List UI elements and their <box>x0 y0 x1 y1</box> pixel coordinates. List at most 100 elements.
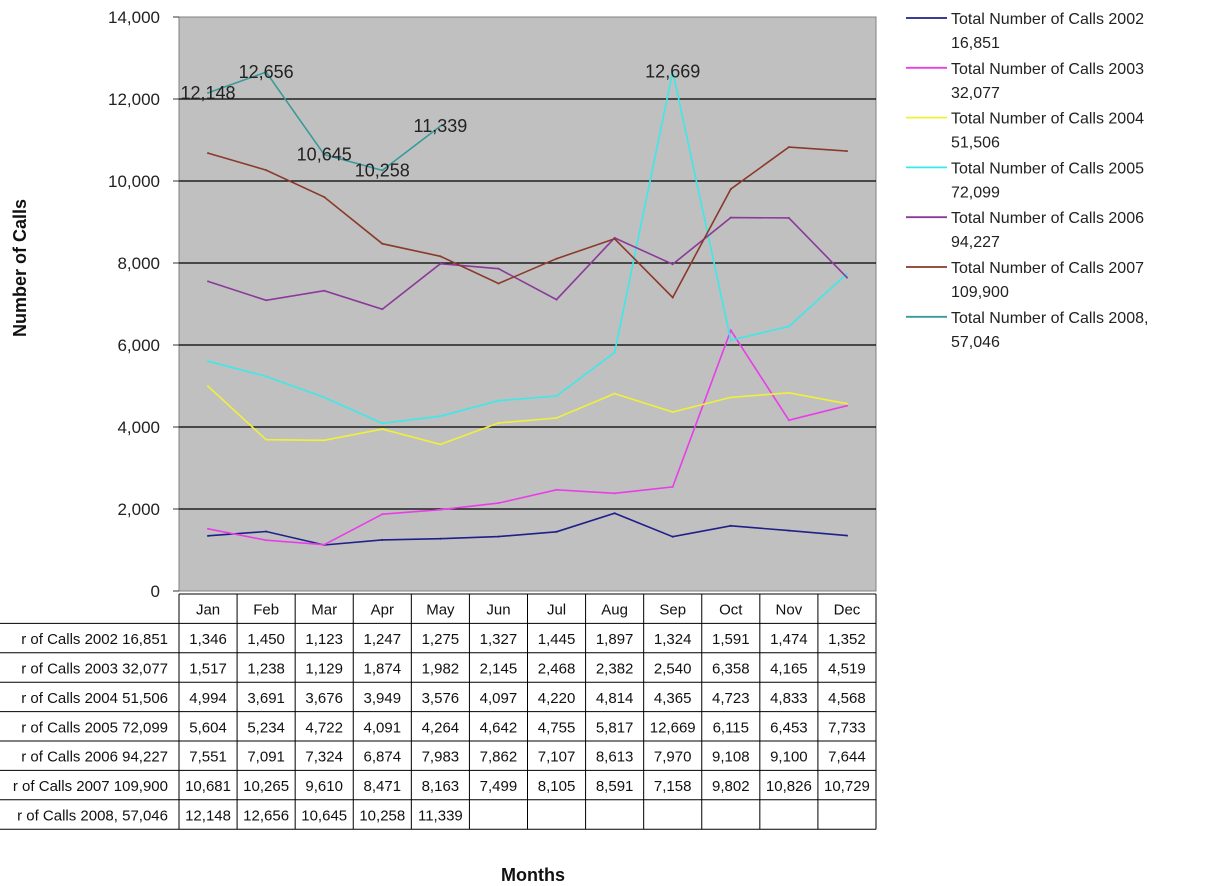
table-cell: 1,445 <box>538 631 576 648</box>
table-cell: 1,123 <box>305 631 343 648</box>
data-point <box>439 262 442 265</box>
data-point <box>845 150 848 153</box>
table-cell: 1,129 <box>305 661 343 678</box>
table-cell: 1,247 <box>364 631 402 648</box>
data-point <box>613 392 616 395</box>
table-cell: 12,656 <box>243 808 289 825</box>
data-point <box>555 416 558 419</box>
data-label: 10,645 <box>297 145 352 165</box>
series-line-4 <box>207 216 848 311</box>
y-axis-title: Number of Calls <box>10 199 30 337</box>
data-point <box>381 308 384 311</box>
table-cell: 2,540 <box>654 661 692 678</box>
table-cell: 3,676 <box>305 690 343 707</box>
table-row-label: r of Calls 2004 51,506 <box>21 690 168 707</box>
series-line-0 <box>207 512 848 546</box>
x-category-label: Jun <box>486 602 510 619</box>
data-point <box>439 537 442 540</box>
table-cell: 1,982 <box>422 661 460 678</box>
legend-label: Total Number of Calls 2007 <box>951 260 1144 277</box>
data-point <box>787 391 790 394</box>
data-point <box>729 188 732 191</box>
table-cell: 12,148 <box>185 808 231 825</box>
data-point <box>555 530 558 533</box>
data-point <box>497 535 500 538</box>
table-cell: 4,833 <box>770 690 808 707</box>
data-point <box>381 242 384 245</box>
data-point <box>323 195 326 198</box>
data-point <box>381 513 384 516</box>
data-point <box>497 282 500 285</box>
table-row-label: r of Calls 2003 32,077 <box>21 661 168 678</box>
data-point <box>729 524 732 527</box>
data-point <box>555 298 558 301</box>
table-cell: 10,258 <box>359 808 405 825</box>
data-point <box>265 530 268 533</box>
x-category-label: Oct <box>719 602 743 619</box>
data-point <box>265 71 268 74</box>
data-label: 12,656 <box>239 62 294 82</box>
data-point <box>729 216 732 219</box>
data-point <box>207 360 210 363</box>
table-cell: 1,450 <box>247 631 285 648</box>
y-tick-label: 8,000 <box>117 254 160 273</box>
legend-label-total: 57,046 <box>951 334 1000 351</box>
table-cell: 10,265 <box>243 778 289 795</box>
y-tick-label: 6,000 <box>117 336 160 355</box>
data-point <box>439 443 442 446</box>
table-cell: 4,264 <box>422 719 460 736</box>
x-category-label: Jul <box>547 602 566 619</box>
x-category-label: Dec <box>834 602 861 619</box>
data-point <box>671 535 674 538</box>
table-cell: 9,610 <box>305 778 343 795</box>
table-cell: 4,994 <box>189 690 227 707</box>
table-cell: 9,108 <box>712 749 750 766</box>
data-point <box>497 502 500 505</box>
table-cell: 6,115 <box>713 719 749 736</box>
data-point <box>671 485 674 488</box>
data-point <box>671 411 674 414</box>
table-cell: 9,802 <box>712 778 750 795</box>
data-point <box>323 439 326 442</box>
table-cell: 1,474 <box>770 631 808 648</box>
x-category-label: Aug <box>601 602 628 619</box>
data-point <box>555 488 558 491</box>
table-cell: 2,382 <box>596 661 634 678</box>
table-row-label: r of Calls 2008, 57,046 <box>17 808 168 825</box>
data-point <box>439 415 442 418</box>
x-category-label: May <box>426 602 455 619</box>
legend-label: Total Number of Calls 2005 <box>951 160 1144 177</box>
data-point <box>845 272 848 275</box>
data-point <box>845 402 848 405</box>
y-tick-label: 2,000 <box>117 500 160 519</box>
table-cell: 7,644 <box>828 749 866 766</box>
data-point <box>671 263 674 266</box>
data-label: 12,669 <box>645 62 700 82</box>
legend-label: Total Number of Calls 2003 <box>951 61 1144 78</box>
table-cell: 4,722 <box>305 719 343 736</box>
table-cell: 7,158 <box>654 778 692 795</box>
data-point <box>265 169 268 172</box>
data-point <box>845 404 848 407</box>
table-cell: 6,874 <box>364 749 402 766</box>
table-cell: 9,100 <box>770 749 808 766</box>
legend: Total Number of Calls 2002 16,851 Total Nu… <box>906 11 1148 351</box>
data-point <box>613 512 616 515</box>
table-cell: 4,568 <box>828 690 866 707</box>
data-point <box>613 237 616 240</box>
y-tick-label: 12,000 <box>108 90 160 109</box>
data-point <box>439 255 442 258</box>
table-row-label: r of Calls 2006 94,227 <box>21 749 168 766</box>
table-cell: 8,163 <box>422 778 460 795</box>
series-lines <box>207 70 848 546</box>
data-label: 10,258 <box>355 160 410 180</box>
legend-label-total: 109,900 <box>951 284 1009 301</box>
table-cell: 1,352 <box>828 631 866 648</box>
table-row-label: r of Calls 2002 16,851 <box>21 631 168 648</box>
data-point <box>323 153 326 156</box>
x-category-label: Jan <box>196 602 220 619</box>
table-cell: 7,733 <box>828 719 866 736</box>
table-cell: 8,105 <box>538 778 576 795</box>
data-point <box>265 299 268 302</box>
